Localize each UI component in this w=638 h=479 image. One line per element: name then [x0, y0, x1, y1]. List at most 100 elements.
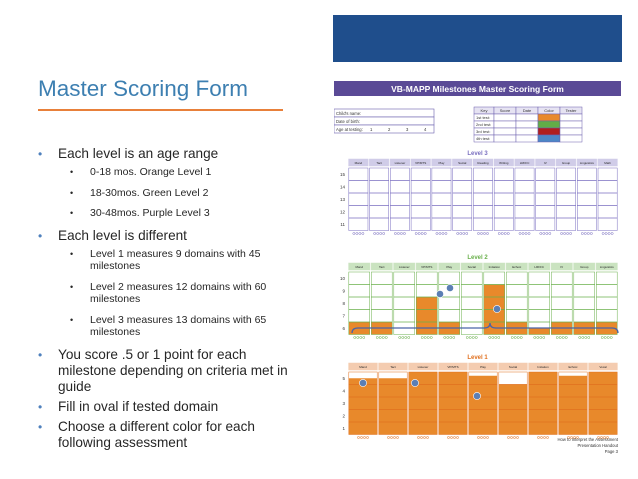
- domain-header-cell: [378, 362, 408, 371]
- domain-header-text: Writing: [499, 161, 509, 165]
- test-oval: [607, 232, 611, 235]
- milestone-cell: [410, 217, 431, 231]
- test-oval: [603, 436, 606, 439]
- test-oval: [382, 232, 386, 235]
- test-oval: [438, 232, 442, 235]
- milestone-cell: [573, 296, 595, 310]
- domain-header-text: Tact: [390, 365, 396, 369]
- milestone-cell: [393, 309, 415, 323]
- test-oval: [576, 436, 579, 439]
- test-oval: [480, 232, 483, 235]
- test-oval: [360, 436, 363, 439]
- test-oval: [488, 336, 492, 339]
- test-oval: [573, 436, 576, 439]
- milestone-cell: [393, 296, 415, 310]
- key-cell: [515, 120, 539, 129]
- test-oval: [497, 232, 501, 235]
- test-oval: [423, 232, 427, 235]
- test-oval: [519, 336, 523, 339]
- score-fill-bar: [558, 375, 588, 435]
- milestone-cell: [369, 167, 389, 181]
- key-color-swatch: [537, 134, 561, 143]
- milestone-cell: [528, 421, 558, 435]
- domain-header-text: Social: [468, 265, 477, 269]
- annotation-marker: [436, 290, 444, 298]
- milestone-cell: [528, 284, 550, 298]
- test-oval: [581, 336, 585, 339]
- milestone-cell: [577, 167, 597, 181]
- test-oval: [444, 232, 448, 235]
- level-label: Level 1: [467, 355, 488, 361]
- milestone-cell: [551, 309, 573, 323]
- test-oval: [503, 232, 507, 235]
- milestone-cell: [577, 180, 597, 194]
- domain-header-text: Linguistics: [600, 265, 615, 269]
- test-oval: [578, 336, 582, 339]
- milestone-cell: [438, 271, 460, 285]
- domain-header-text: Imitation: [537, 365, 549, 369]
- milestone-cell: [493, 205, 514, 219]
- milestone-cell: [551, 284, 573, 298]
- test-oval: [513, 336, 517, 339]
- test-oval: [420, 336, 424, 339]
- test-oval: [480, 436, 483, 439]
- test-oval: [361, 232, 365, 235]
- bullet-item: Each level is an age range: [38, 146, 300, 162]
- test-oval: [452, 336, 456, 339]
- test-oval: [362, 336, 366, 339]
- sub-bullet-item: Level 3 measures 13 domains with 65 mile…: [38, 314, 300, 339]
- test-oval: [404, 336, 408, 339]
- milestone-cell: [410, 180, 431, 194]
- test-oval: [450, 436, 453, 439]
- key-cell: [493, 120, 517, 129]
- milestone-cell: [596, 309, 618, 323]
- milestone-cell: [535, 180, 556, 194]
- age-slot-number: 3: [406, 127, 409, 132]
- form-footer-text: Page 3: [605, 449, 619, 454]
- domain-header-text: Listener: [395, 161, 406, 165]
- row-number-label: 4: [342, 388, 345, 393]
- level-label: Level 3: [467, 151, 488, 157]
- test-oval: [417, 436, 420, 439]
- key-cell: [559, 127, 583, 136]
- milestone-cell: [431, 205, 452, 219]
- key-cell: [493, 113, 517, 122]
- milestone-cell: [493, 167, 514, 181]
- test-oval: [471, 336, 475, 339]
- milestone-cell: [452, 167, 473, 181]
- domain-header-cell: [460, 262, 483, 271]
- domain-header-text: IV: [544, 161, 547, 165]
- milestone-cell: [348, 217, 369, 231]
- milestone-cell: [369, 217, 389, 231]
- test-oval: [497, 336, 501, 339]
- sub-bullet-item: 0-18 mos. Orange Level 1: [38, 166, 300, 179]
- bullet-item: You score .5 or 1 point for each milesto…: [38, 347, 300, 395]
- test-oval: [548, 232, 552, 235]
- key-header-text: Color: [544, 108, 554, 113]
- milestone-cell: [535, 167, 556, 181]
- milestone-cell: [577, 205, 597, 219]
- test-oval: [609, 336, 613, 339]
- sub-bullet-item: 18-30mos. Green Level 2: [38, 187, 300, 200]
- domain-header-text: Social: [509, 365, 518, 369]
- test-oval: [510, 336, 514, 339]
- test-oval: [569, 232, 572, 235]
- domain-header-text: Tact: [376, 161, 382, 165]
- test-oval: [443, 336, 447, 339]
- score-fill-bar: [416, 297, 438, 335]
- key-color-swatch: [537, 113, 561, 122]
- milestone-cell: [573, 284, 595, 298]
- milestone-cell: [493, 180, 514, 194]
- domain-header-cell: [535, 158, 556, 167]
- domain-header-cell: [408, 362, 438, 371]
- test-oval: [536, 336, 540, 339]
- row-number-label: 8: [342, 301, 345, 306]
- test-oval: [414, 232, 418, 235]
- milestone-cell: [597, 192, 618, 206]
- test-oval: [459, 232, 463, 235]
- test-oval: [373, 232, 377, 235]
- score-fill-bar: [588, 372, 618, 435]
- milestone-cell: [596, 271, 618, 285]
- milestone-cell: [506, 309, 528, 323]
- test-oval: [542, 336, 546, 339]
